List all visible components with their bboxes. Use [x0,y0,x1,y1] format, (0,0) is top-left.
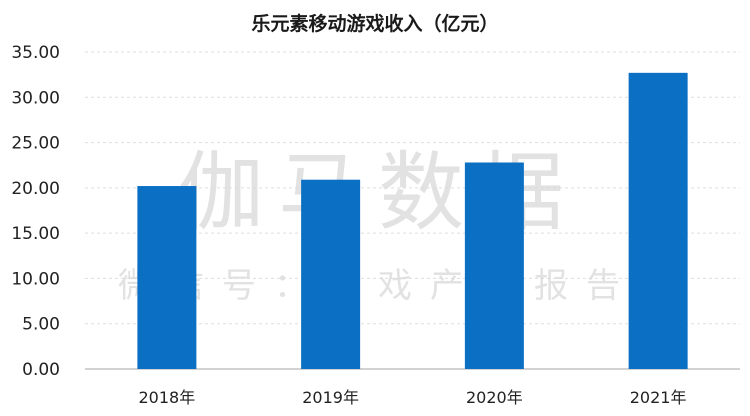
y-axis-ticks: 0.00 5.00 10.00 15.00 20.00 25.00 30.00 35.00 [11,43,60,380]
x-tick-label: 2020年 [466,388,523,407]
y-tick-label: 10.00 [11,269,60,289]
x-tick-label: 2018年 [139,388,196,407]
x-tick-label: 2021年 [630,388,687,407]
y-tick-label: 20.00 [11,179,60,199]
bar [301,179,361,369]
x-axis-ticks: 2018年 2019年 2020年 2021年 [139,388,687,407]
bar [628,72,688,370]
bars-layer [137,72,688,370]
y-tick-label: 25.00 [11,134,60,154]
y-tick-label: 30.00 [11,88,60,108]
y-tick-label: 0.00 [22,360,60,380]
bar [137,186,197,369]
bar [464,162,524,369]
x-tick-label: 2019年 [302,388,359,407]
watermark-sub-text: 微信号：游戏产业报告 [118,266,638,306]
y-tick-label: 15.00 [11,224,60,244]
y-tick-label: 5.00 [22,315,60,335]
chart-title: 乐元素移动游戏收入（亿元） [251,12,498,35]
y-tick-label: 35.00 [11,43,60,63]
